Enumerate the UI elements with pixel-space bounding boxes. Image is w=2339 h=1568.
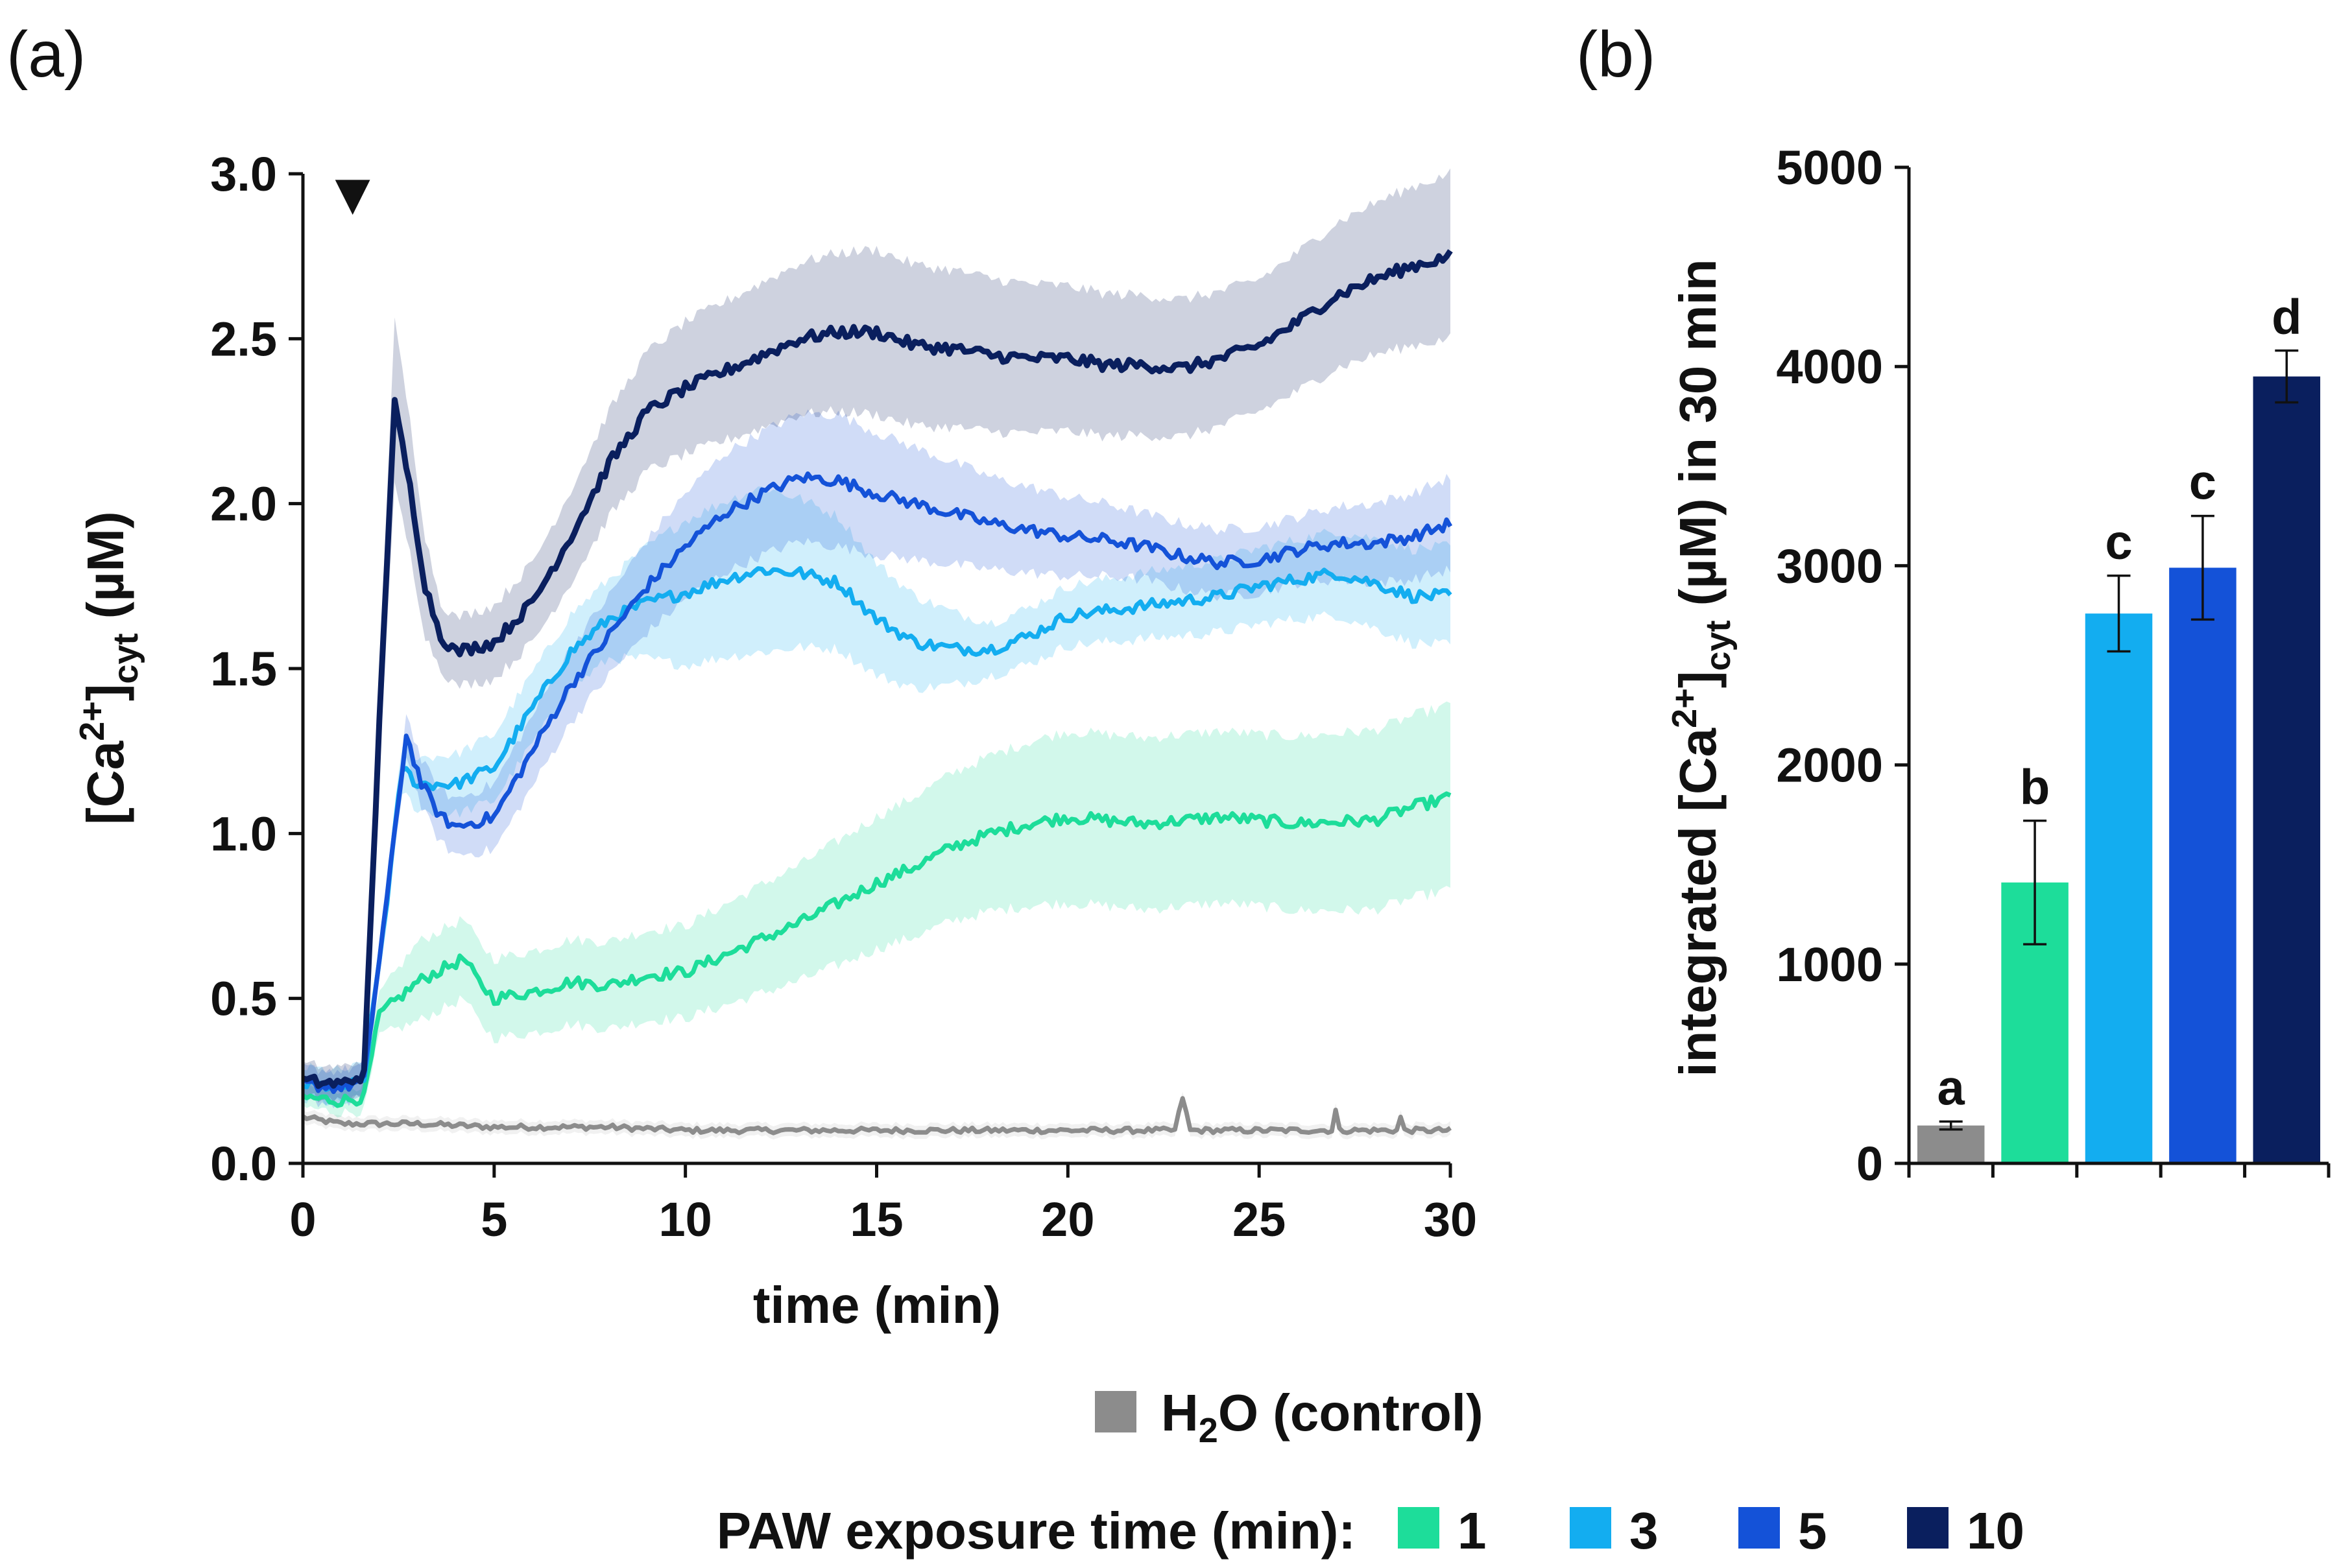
y-tick-label: 1.5 [210, 642, 277, 696]
y-tick-label: 2.0 [210, 477, 277, 531]
panel-b-y-axis-title: integrated [Ca2+]cyt (µM) in 30 min [1665, 259, 1738, 1076]
bar-10 [2253, 376, 2321, 1163]
legend-paw-title: PAW exposure time (min): [717, 1502, 1356, 1560]
legend-control-label: H2O (control) [1161, 1384, 1483, 1450]
significance-letter: c [2189, 455, 2216, 510]
sd-band-10 [303, 168, 1450, 1103]
panel-a-series-lines [302, 249, 1453, 1135]
x-tick-label: 10 [659, 1193, 712, 1246]
y-tick-label: 1.0 [210, 807, 277, 861]
y-tick-label: 4000 [1776, 340, 1883, 394]
legend-swatch-5 [1738, 1507, 1780, 1549]
series-line-1 [302, 791, 1452, 1108]
y-tick-label: 1000 [1776, 938, 1883, 992]
legend-control-swatch [1095, 1391, 1136, 1432]
legend-paw-items: 1 3 5 10 [1398, 1502, 2024, 1560]
y-tick-label: 3.0 [210, 147, 277, 201]
error-bar [2190, 514, 2214, 621]
series-line-h2o [302, 1096, 1452, 1135]
series-line-5 [302, 471, 1453, 1095]
x-tick-label: 20 [1041, 1193, 1094, 1246]
sd-band-1 [303, 701, 1450, 1118]
legend-swatch-3 [1570, 1507, 1611, 1549]
panel-b-bars: a b c c d [1917, 290, 2321, 1163]
panel-a-x-ticks: 0 5 10 15 20 25 30 [289, 1163, 1477, 1246]
sd-band-3 [303, 486, 1450, 1106]
panel-a-y-ticks: 0.0 0.5 1.0 1.5 2.0 2.5 3.0 [210, 147, 303, 1191]
stimulus-arrow-marker: ▼ [323, 161, 382, 227]
legend-label-1: 1 [1457, 1502, 1487, 1560]
significance-letter: c [2105, 515, 2132, 570]
panel-a-y-axis-title: [Ca2+]cyt (µM) [73, 511, 145, 824]
legend: H2O (control) PAW exposure time (min): 1… [717, 1384, 2024, 1560]
significance-letter: a [1937, 1060, 1965, 1115]
panel-a-x-axis-title: time (min) [753, 1276, 1001, 1334]
y-tick-label: 3000 [1776, 539, 1883, 593]
bar-h2o [1917, 1125, 1985, 1163]
legend-swatch-10 [1907, 1507, 1949, 1549]
x-tick-label: 15 [850, 1193, 903, 1246]
legend-label-10: 10 [1967, 1502, 2024, 1560]
legend-swatch-1 [1398, 1507, 1439, 1549]
error-bar [1939, 1120, 1963, 1131]
series-line-10 [302, 249, 1453, 1089]
panel-b-x-ticks [1907, 1163, 2331, 1178]
bar-5 [2169, 567, 2237, 1163]
error-bar [2275, 349, 2299, 404]
legend-label-5: 5 [1798, 1502, 1827, 1560]
x-tick-label: 0 [289, 1193, 316, 1246]
panel-b-y-ticks: 0 1000 2000 3000 4000 5000 [1776, 141, 1909, 1191]
panel-a-sd-bands [303, 168, 1450, 1140]
y-tick-label: 0 [1856, 1137, 1883, 1191]
sd-band-h2o [303, 1091, 1450, 1140]
bar-3 [2085, 613, 2153, 1163]
y-tick-label: 2.5 [210, 312, 277, 366]
series-line-3 [302, 566, 1452, 1092]
error-bar [2107, 575, 2131, 653]
error-bar [2023, 819, 2047, 945]
panel-b-label: (b) [1576, 18, 1655, 91]
y-tick-label: 2000 [1776, 739, 1883, 792]
x-tick-label: 30 [1424, 1193, 1477, 1246]
y-tick-label: 5000 [1776, 141, 1883, 195]
sd-band-5 [303, 409, 1450, 1109]
y-tick-label: 0.5 [210, 972, 277, 1026]
significance-letter: d [2272, 290, 2301, 345]
panel-a-label: (a) [6, 18, 86, 91]
legend-label-3: 3 [1629, 1502, 1659, 1560]
y-tick-label: 0.0 [210, 1137, 277, 1191]
x-tick-label: 25 [1232, 1193, 1286, 1246]
x-tick-label: 5 [481, 1193, 507, 1246]
significance-letter: b [2020, 760, 2050, 815]
